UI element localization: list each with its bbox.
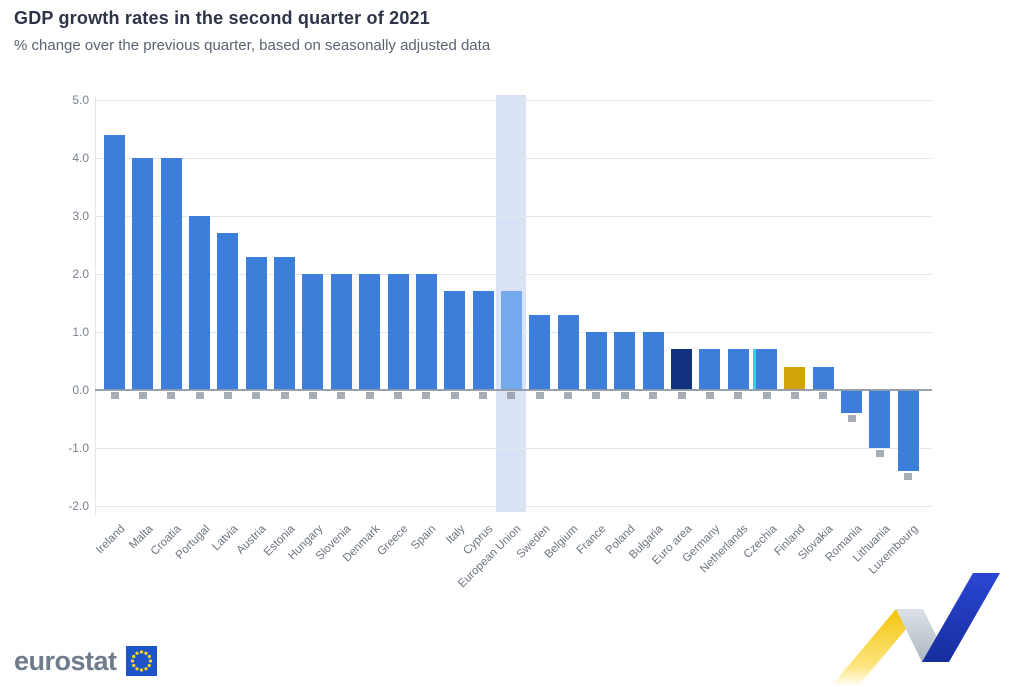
cyan-stripe bbox=[752, 349, 757, 390]
axis-tick bbox=[195, 392, 204, 399]
y-axis-tick-label: 2.0 bbox=[72, 267, 89, 281]
axis-tick bbox=[450, 392, 459, 399]
gridline bbox=[95, 274, 932, 275]
bar-estonia[interactable] bbox=[274, 256, 296, 390]
y-axis-tick-label: -1.0 bbox=[68, 441, 89, 455]
bar-slovakia[interactable] bbox=[812, 366, 834, 390]
bar-croatia[interactable] bbox=[160, 158, 182, 390]
y-axis-tick-label: 5.0 bbox=[72, 93, 89, 107]
bar-euro-area[interactable] bbox=[671, 349, 692, 390]
bar-sweden[interactable] bbox=[529, 314, 551, 390]
x-axis-label: Italy bbox=[443, 523, 468, 547]
axis-tick bbox=[252, 392, 261, 399]
watermark-yellow-stroke bbox=[832, 609, 923, 685]
y-axis: 5.0 4.0 3.0 2.0 1.0 0.0 -1.0 -2.0 bbox=[0, 93, 89, 515]
axis-tick bbox=[705, 392, 714, 399]
gridline bbox=[95, 448, 932, 449]
axis-tick bbox=[280, 392, 289, 399]
axis-tick bbox=[167, 392, 176, 399]
axis-tick bbox=[819, 392, 828, 399]
x-axis-label: Ireland bbox=[93, 523, 127, 557]
axis-tick bbox=[365, 392, 374, 399]
watermark-blue-stroke bbox=[922, 573, 1000, 662]
bar-austria[interactable] bbox=[245, 256, 267, 390]
bar-ireland[interactable] bbox=[104, 134, 125, 390]
axis-tick bbox=[790, 392, 799, 399]
bar-germany[interactable] bbox=[699, 349, 721, 390]
bar-greece[interactable] bbox=[387, 274, 409, 390]
axis-tick bbox=[762, 392, 771, 399]
bar-poland[interactable] bbox=[614, 332, 636, 390]
axis-tick bbox=[620, 392, 629, 399]
bar-czechia[interactable] bbox=[756, 349, 778, 390]
bar-luxembourg[interactable] bbox=[897, 390, 919, 472]
axis-tick bbox=[110, 392, 119, 399]
bar-cyprus[interactable] bbox=[472, 291, 494, 390]
axis-tick bbox=[875, 450, 884, 457]
axis-tick bbox=[649, 392, 658, 399]
gridline bbox=[95, 506, 932, 507]
zero-axis-line bbox=[95, 389, 932, 391]
bar-netherlands[interactable] bbox=[727, 349, 749, 390]
axis-tick bbox=[904, 473, 913, 481]
bar-france[interactable] bbox=[585, 332, 607, 390]
axis-tick bbox=[592, 392, 601, 399]
axis-tick bbox=[847, 415, 856, 423]
axis-tick bbox=[138, 392, 147, 399]
y-axis-tick-label: 1.0 bbox=[72, 325, 89, 339]
plot-area bbox=[95, 95, 932, 515]
axis-tick bbox=[564, 392, 573, 399]
axis-tick bbox=[479, 392, 488, 399]
axis-tick bbox=[394, 392, 402, 399]
y-axis-tick-label: 0.0 bbox=[72, 383, 89, 397]
bar-denmark[interactable] bbox=[359, 274, 381, 390]
axis-tick bbox=[535, 392, 544, 399]
bar-slovenia[interactable] bbox=[330, 274, 352, 390]
bar-latvia[interactable] bbox=[217, 233, 239, 390]
bar-belgium[interactable] bbox=[557, 314, 579, 390]
eurostat-wordmark: eurostat bbox=[14, 645, 117, 676]
eurostat-logo[interactable]: eurostat bbox=[14, 644, 157, 678]
axis-tick bbox=[223, 392, 232, 399]
bar-malta[interactable] bbox=[132, 158, 154, 390]
bar-italy[interactable] bbox=[444, 291, 466, 390]
y-axis-tick-label: -2.0 bbox=[68, 499, 89, 513]
chart-subtitle: % change over the previous quarter, base… bbox=[14, 37, 491, 54]
bar-spain[interactable] bbox=[415, 274, 437, 390]
y-axis-tick-label: 4.0 bbox=[72, 151, 89, 165]
axis-tick bbox=[422, 392, 431, 399]
gridline bbox=[95, 216, 932, 217]
x-axis-label: Spain bbox=[409, 523, 439, 553]
axis-tick bbox=[677, 392, 686, 399]
y-axis-tick-label: 3.0 bbox=[72, 209, 89, 223]
x-axis-labels: Ireland Malta Croatia Portugal Latvia Austria… bbox=[93, 515, 932, 687]
chart-title: GDP growth rates in the second quarter o… bbox=[14, 8, 430, 28]
gridline bbox=[95, 100, 932, 101]
axis-tick bbox=[507, 392, 516, 399]
gridline bbox=[95, 158, 932, 159]
bar-hungary[interactable] bbox=[302, 274, 324, 390]
axis-tick bbox=[308, 392, 317, 399]
bar-finland[interactable] bbox=[784, 366, 806, 390]
axis-tick bbox=[337, 392, 346, 399]
bar-romania[interactable] bbox=[841, 390, 863, 414]
y-axis-line bbox=[95, 95, 96, 515]
axis-tick bbox=[734, 392, 743, 399]
bar-bulgaria[interactable] bbox=[642, 332, 664, 390]
x-axis-label: France bbox=[575, 523, 609, 557]
bar-european-union[interactable] bbox=[500, 291, 522, 390]
bar-lithuania[interactable] bbox=[869, 390, 891, 448]
zigzag-watermark-logo bbox=[832, 573, 1000, 685]
eu-flag-icon bbox=[125, 646, 157, 676]
bar-portugal[interactable] bbox=[189, 216, 211, 390]
